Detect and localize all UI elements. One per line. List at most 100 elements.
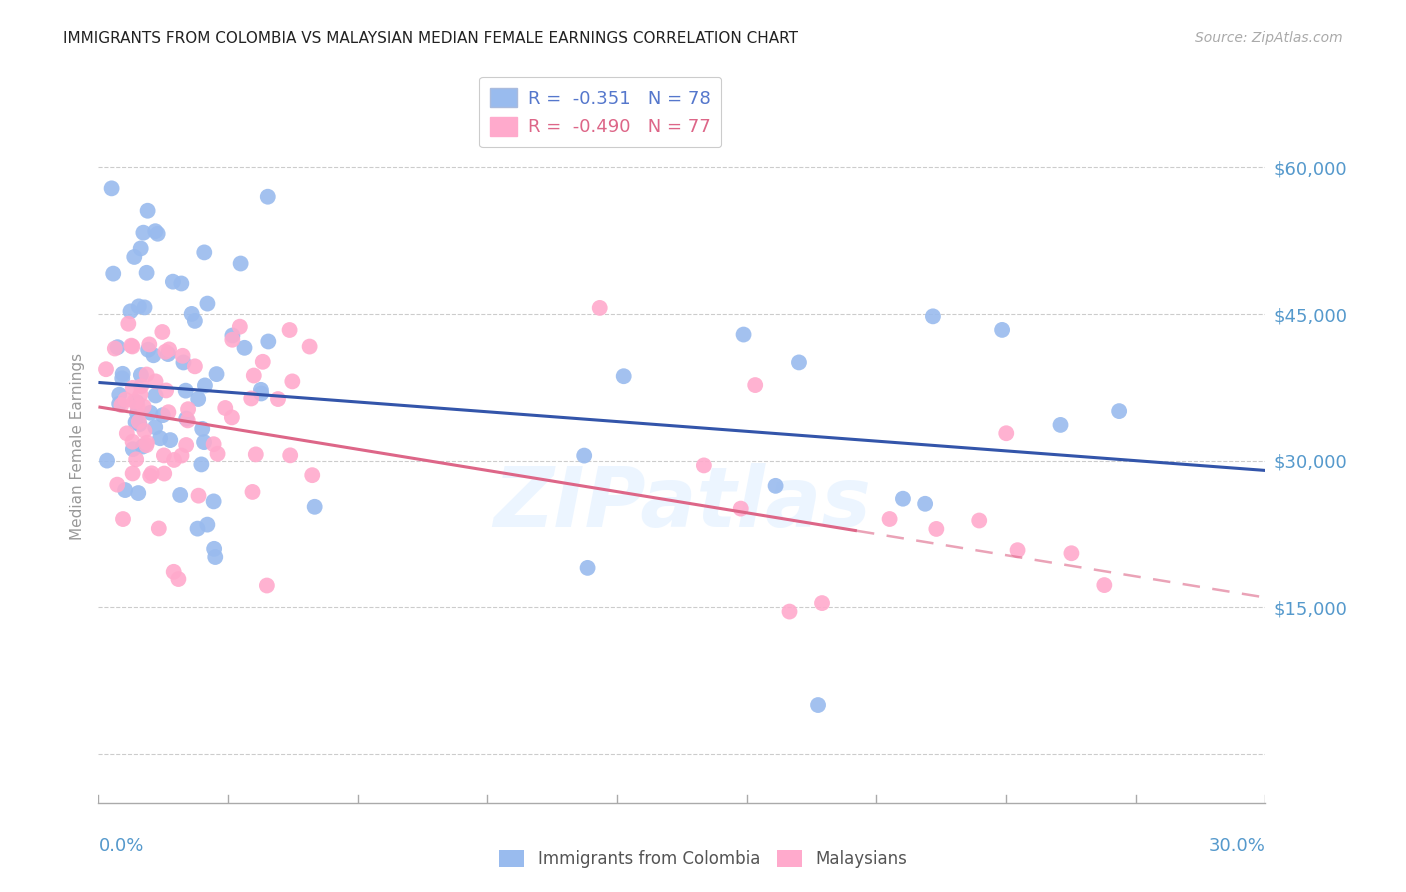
Point xyxy=(252,355,274,369)
Point xyxy=(243,368,266,383)
Point xyxy=(180,307,202,321)
Point xyxy=(143,224,166,238)
Point xyxy=(787,355,810,369)
Point xyxy=(128,299,150,313)
Text: ZIPatlas: ZIPatlas xyxy=(494,463,870,543)
Point xyxy=(139,469,162,483)
Point xyxy=(132,226,155,240)
Point xyxy=(162,275,184,289)
Point xyxy=(574,449,596,463)
Point xyxy=(155,384,177,398)
Point xyxy=(142,348,165,362)
Point xyxy=(135,368,157,382)
Point xyxy=(104,342,127,356)
Point xyxy=(129,387,152,401)
Point xyxy=(301,468,323,483)
Point xyxy=(190,458,212,472)
Point xyxy=(141,467,163,481)
Point xyxy=(129,368,152,382)
Point xyxy=(174,438,197,452)
Point xyxy=(891,491,914,506)
Point xyxy=(145,375,167,389)
Point xyxy=(149,431,172,445)
Point xyxy=(125,406,148,420)
Point xyxy=(194,378,217,392)
Point xyxy=(304,500,326,514)
Point xyxy=(256,190,278,204)
Point xyxy=(245,447,267,461)
Point xyxy=(693,458,716,473)
Point xyxy=(157,405,180,419)
Point xyxy=(136,203,159,218)
Point xyxy=(995,426,1018,441)
Point xyxy=(100,181,122,195)
Point xyxy=(195,517,218,532)
Point xyxy=(187,489,209,503)
Point xyxy=(240,392,263,406)
Point xyxy=(155,344,177,359)
Point xyxy=(122,250,145,264)
Point xyxy=(229,319,252,334)
Point xyxy=(153,467,176,481)
Point xyxy=(170,277,193,291)
Point xyxy=(114,392,136,407)
Point xyxy=(121,339,143,353)
Point xyxy=(184,314,207,328)
Point xyxy=(121,381,143,395)
Point xyxy=(256,578,278,592)
Point xyxy=(111,512,134,526)
Point xyxy=(127,400,149,414)
Point xyxy=(128,417,150,432)
Point xyxy=(281,375,304,389)
Point xyxy=(135,438,157,452)
Point xyxy=(138,337,160,351)
Point xyxy=(257,334,280,349)
Point xyxy=(134,301,156,315)
Point xyxy=(122,442,145,457)
Point xyxy=(197,296,219,310)
Point xyxy=(811,596,834,610)
Text: 30.0%: 30.0% xyxy=(1209,837,1265,855)
Point xyxy=(124,415,146,429)
Point xyxy=(1060,546,1083,560)
Point xyxy=(186,522,208,536)
Point xyxy=(177,413,200,427)
Point xyxy=(103,267,125,281)
Legend: Immigrants from Colombia, Malaysians: Immigrants from Colombia, Malaysians xyxy=(492,843,914,875)
Point xyxy=(1007,543,1029,558)
Point xyxy=(114,483,136,497)
Point xyxy=(744,378,766,392)
Y-axis label: Median Female Earnings: Median Female Earnings xyxy=(70,352,86,540)
Point xyxy=(576,561,599,575)
Point xyxy=(170,449,193,463)
Point xyxy=(191,422,214,436)
Point xyxy=(267,392,290,406)
Point xyxy=(163,565,186,579)
Point xyxy=(157,343,180,357)
Text: Source: ZipAtlas.com: Source: ZipAtlas.com xyxy=(1195,31,1343,45)
Point xyxy=(174,411,197,425)
Point xyxy=(124,394,146,409)
Point xyxy=(779,605,801,619)
Point xyxy=(120,339,142,353)
Point xyxy=(193,435,215,450)
Point xyxy=(135,435,157,450)
Point xyxy=(108,397,131,411)
Legend: R =  -0.351   N = 78, R =  -0.490   N = 77: R = -0.351 N = 78, R = -0.490 N = 77 xyxy=(479,77,721,147)
Point xyxy=(278,448,301,462)
Point xyxy=(278,323,301,337)
Point xyxy=(967,514,990,528)
Point xyxy=(205,367,228,381)
Point xyxy=(733,327,755,342)
Point xyxy=(146,227,169,241)
Point xyxy=(127,486,149,500)
Point xyxy=(914,497,936,511)
Point xyxy=(229,256,252,270)
Point xyxy=(129,379,152,393)
Point xyxy=(233,341,256,355)
Point xyxy=(145,388,167,402)
Point xyxy=(184,359,207,374)
Point xyxy=(730,501,752,516)
Text: 0.0%: 0.0% xyxy=(98,837,143,855)
Point xyxy=(207,447,229,461)
